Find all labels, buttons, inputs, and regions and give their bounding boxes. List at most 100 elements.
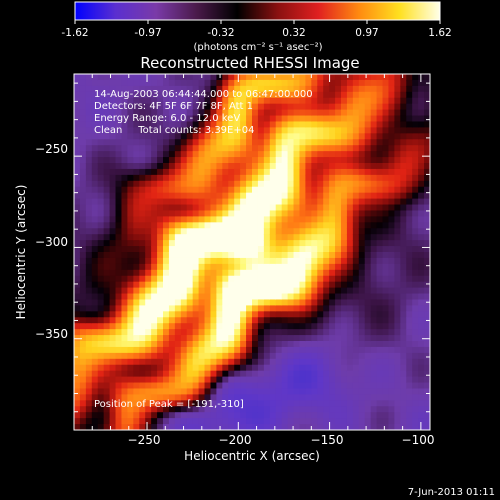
heatmap-cell <box>329 216 336 223</box>
heatmap-cell <box>210 216 217 223</box>
heatmap-cell <box>281 192 289 200</box>
heatmap-cell <box>257 418 265 425</box>
heatmap-cell <box>103 186 111 194</box>
heatmap-cell <box>127 157 134 164</box>
heatmap-cell <box>317 97 324 105</box>
heatmap-cell <box>275 311 283 318</box>
heatmap-cell <box>145 352 152 360</box>
heatmap-cell <box>192 139 200 146</box>
heatmap-cell <box>168 240 176 247</box>
heatmap-cell <box>79 198 87 206</box>
heatmap-cell <box>335 358 342 366</box>
heatmap-cell <box>263 364 271 372</box>
heatmap-cell <box>180 305 188 312</box>
heatmap-cell <box>246 246 253 253</box>
heatmap-cell <box>186 418 194 425</box>
heatmap-cell <box>263 376 271 384</box>
heatmap-cell <box>228 121 235 128</box>
heatmap-cell <box>335 269 342 277</box>
heatmap-cell <box>85 97 93 105</box>
heatmap-cell <box>323 257 330 265</box>
heatmap-cell <box>74 186 81 194</box>
heatmap-cell <box>198 370 206 378</box>
heatmap-cell <box>299 91 306 99</box>
heatmap-cell <box>323 246 330 253</box>
heatmap-cell <box>299 192 306 200</box>
heatmap-cell <box>376 74 384 81</box>
heatmap-cell <box>85 204 93 212</box>
heatmap-cell <box>252 281 259 289</box>
heatmap-cell <box>364 394 372 401</box>
heatmap-cell <box>281 299 289 306</box>
heatmap-cell <box>228 406 235 413</box>
heatmap-cell <box>418 204 425 212</box>
heatmap-cell <box>157 168 164 176</box>
heatmap-cell <box>275 406 283 413</box>
heatmap-cell <box>358 275 366 283</box>
heatmap-cell <box>352 424 360 430</box>
heatmap-cell <box>192 198 200 206</box>
heatmap-cell <box>210 174 217 182</box>
heatmap-cell <box>204 400 212 407</box>
heatmap-cell <box>257 317 265 324</box>
heatmap-cell <box>394 192 401 200</box>
heatmap-cell <box>74 287 81 295</box>
heatmap-cell <box>216 394 223 401</box>
heatmap-cell <box>127 370 134 378</box>
heatmap-cell <box>109 228 117 235</box>
heatmap-cell <box>115 346 123 354</box>
heatmap-cell <box>394 222 401 229</box>
heatmap-cell <box>358 210 366 217</box>
heatmap-cell <box>85 388 93 395</box>
heatmap-cell <box>323 335 330 342</box>
heatmap-cell <box>109 103 117 111</box>
heatmap-cell <box>406 281 413 289</box>
heatmap-cell <box>192 388 200 395</box>
heatmap-cell <box>252 388 259 395</box>
heatmap-cell <box>228 74 235 81</box>
heatmap-cell <box>323 192 330 200</box>
x-axis-label: Heliocentric X (arcsec) <box>184 449 320 463</box>
heatmap-cell <box>216 180 223 188</box>
heatmap-cell <box>370 329 378 336</box>
heatmap-cell <box>406 400 413 407</box>
heatmap-cell <box>151 133 158 140</box>
heatmap-cell <box>257 370 265 378</box>
heatmap-cell <box>103 168 111 176</box>
heatmap-cell <box>109 85 117 93</box>
heatmap-cell <box>293 269 301 277</box>
heatmap-cell <box>257 139 265 146</box>
heatmap-cell <box>293 163 301 170</box>
heatmap-cell <box>293 127 301 134</box>
heatmap-cell <box>97 388 105 395</box>
heatmap-cell <box>424 364 430 372</box>
heatmap-cell <box>85 163 93 170</box>
heatmap-cell <box>133 269 140 277</box>
heatmap-cell <box>145 376 152 384</box>
heatmap-cell <box>157 263 164 271</box>
heatmap-cell <box>412 198 419 206</box>
heatmap-cell <box>174 79 182 87</box>
heatmap-cell <box>424 133 430 140</box>
heatmap-cell <box>115 157 123 164</box>
heatmap-cell <box>305 394 312 401</box>
heatmap-cell <box>79 97 87 105</box>
heatmap-cell <box>382 145 390 152</box>
heatmap-cell <box>79 103 87 111</box>
heatmap-cell <box>305 103 312 111</box>
heatmap-cell <box>216 115 223 123</box>
heatmap-cell <box>299 151 306 158</box>
heatmap-cell <box>133 287 140 295</box>
heatmap-cell <box>346 329 354 336</box>
heatmap-cell <box>216 192 223 200</box>
heatmap-cell <box>74 192 81 200</box>
heatmap-cell <box>222 103 229 111</box>
heatmap-cell <box>109 352 117 360</box>
heatmap-cell <box>109 180 117 188</box>
heatmap-cell <box>246 335 253 342</box>
heatmap-cell <box>257 234 265 241</box>
heatmap-cell <box>305 424 312 430</box>
heatmap-cell <box>358 287 366 295</box>
heatmap-cell <box>246 91 253 99</box>
heatmap-cell <box>74 252 81 259</box>
